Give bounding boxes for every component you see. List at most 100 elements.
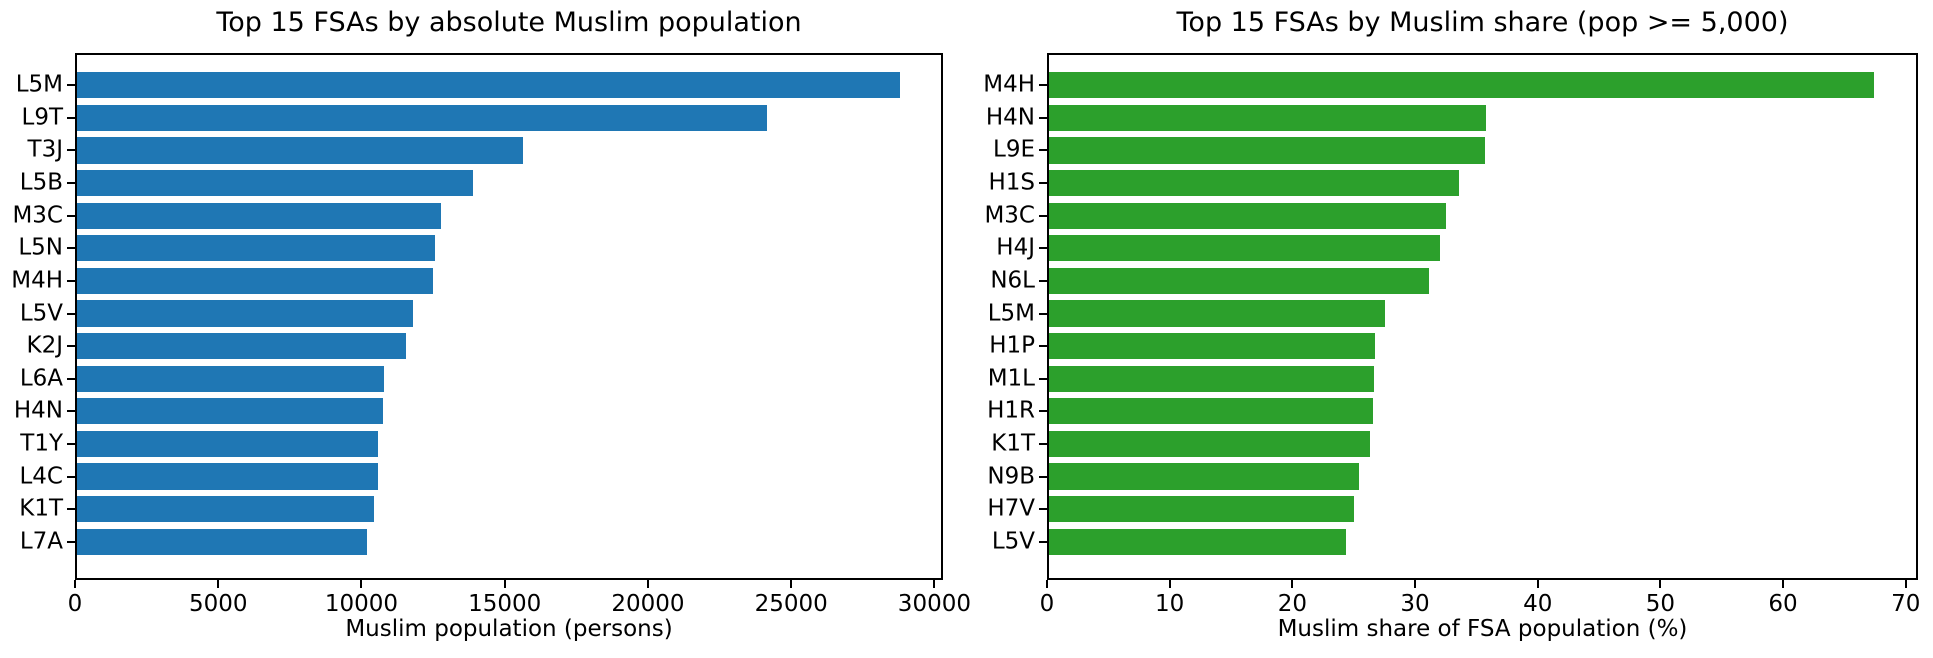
muslim-share-chart: Top 15 FSAs by Muslim share (pop >= 5,00… bbox=[966, 0, 1933, 658]
y-tick-mark bbox=[1039, 84, 1047, 87]
y-tick-label: T1Y bbox=[20, 430, 63, 457]
x-tick-mark bbox=[503, 580, 506, 588]
absolute-population-chart: Top 15 FSAs by absolute Muslim populatio… bbox=[0, 0, 971, 658]
x-tick-mark bbox=[1782, 580, 1785, 588]
x-axis-layer: 0 5000 10000 15000 20000 25000 30000 bbox=[68, 580, 971, 640]
y-tick-mark bbox=[67, 508, 75, 511]
y-tick-label: N9B bbox=[987, 463, 1035, 489]
y-tick-label: L7A bbox=[19, 528, 63, 555]
y-tick-label: L5N bbox=[18, 234, 63, 261]
x-tick-label: 25000 bbox=[754, 591, 828, 617]
x-tick-mark bbox=[790, 580, 793, 588]
bar bbox=[77, 333, 407, 360]
y-tick-mark bbox=[1039, 508, 1047, 511]
x-tick-mark bbox=[217, 580, 220, 588]
bar bbox=[1049, 365, 1374, 392]
x-tick-mark bbox=[1904, 580, 1907, 588]
y-tick-mark bbox=[67, 475, 75, 478]
x-tick-label: 10 bbox=[1155, 591, 1185, 617]
y-tick-mark bbox=[67, 279, 75, 282]
y-tick-mark bbox=[1039, 475, 1047, 478]
x-tick-mark bbox=[1291, 580, 1294, 588]
y-tick-label: L9T bbox=[21, 104, 64, 131]
y-tick-mark bbox=[67, 540, 75, 543]
bar bbox=[77, 463, 378, 490]
bar bbox=[77, 72, 900, 99]
y-tick-mark bbox=[67, 345, 75, 348]
y-tick-mark bbox=[67, 149, 75, 152]
bar bbox=[1049, 170, 1460, 197]
bar bbox=[77, 104, 768, 131]
plot-area: M4H H4N L9E H1S M3C H4J N6L L5M H1P M1L H1R K1T N9B H… bbox=[983, 53, 1918, 580]
y-tick-mark bbox=[1039, 312, 1047, 315]
y-tick-mark bbox=[1039, 247, 1047, 250]
y-tick-mark bbox=[67, 116, 75, 119]
bar bbox=[77, 430, 379, 457]
x-tick-mark bbox=[1168, 580, 1171, 588]
x-tick-mark bbox=[1414, 580, 1417, 588]
bars-layer bbox=[77, 69, 941, 558]
y-tick-label: M1L bbox=[987, 365, 1035, 392]
y-tick-mark bbox=[1039, 377, 1047, 380]
x-tick-label: 10000 bbox=[324, 591, 399, 617]
y-axis-layer: L5M L9T T3J L5B M3C L5N M4H L5V K2J L6A H4N T1Y L4C K… bbox=[11, 69, 941, 558]
y-tick-label: L9E bbox=[993, 136, 1035, 163]
bar bbox=[77, 170, 474, 197]
y-tick-label: T3J bbox=[27, 136, 63, 163]
x-axis-label: Muslim share of FSA population (%) bbox=[1277, 616, 1688, 642]
y-axis-layer: M4H H4N L9E H1S M3C H4J N6L L5M H1P M1L H1R K1T N9B H… bbox=[983, 69, 1916, 558]
x-axis-label: Muslim population (persons) bbox=[345, 616, 673, 642]
y-tick-mark bbox=[1039, 442, 1047, 445]
bar bbox=[1049, 496, 1355, 523]
y-tick-label: L5M bbox=[15, 71, 63, 98]
plot-area: L5M L9T T3J L5B M3C L5N M4H L5V K2J L6A H4N T1Y L4C K… bbox=[11, 53, 943, 580]
y-tick-label: H4J bbox=[996, 234, 1035, 261]
y-tick-mark bbox=[1039, 116, 1047, 119]
bar bbox=[1049, 202, 1446, 229]
chart-title: Top 15 FSAs by Muslim share (pop >= 5,00… bbox=[1176, 7, 1789, 38]
x-tick-label: 70 bbox=[1891, 591, 1921, 617]
y-tick-label: K2J bbox=[26, 332, 64, 359]
x-tick-label: 50 bbox=[1645, 591, 1676, 617]
bar bbox=[77, 300, 414, 327]
y-tick-label: M3C bbox=[12, 202, 63, 229]
y-tick-mark bbox=[1039, 279, 1047, 282]
x-tick-mark bbox=[1046, 580, 1048, 588]
y-tick-mark bbox=[1039, 182, 1047, 185]
bar bbox=[77, 202, 441, 229]
x-tick-label: 30000 bbox=[897, 591, 971, 617]
bar bbox=[1049, 235, 1440, 262]
y-tick-label: L5V bbox=[991, 528, 1035, 555]
bar bbox=[1049, 463, 1360, 490]
chart-title: Top 15 FSAs by absolute Muslim populatio… bbox=[216, 7, 802, 38]
x-tick-mark bbox=[360, 580, 363, 588]
y-tick-label: K1T bbox=[991, 430, 1035, 457]
bar bbox=[1049, 72, 1875, 99]
x-tick-label: 0 bbox=[67, 591, 83, 617]
y-tick-mark bbox=[67, 247, 75, 250]
y-tick-label: L5B bbox=[19, 169, 63, 196]
x-tick-label: 20000 bbox=[611, 591, 685, 617]
y-tick-label: H4N bbox=[985, 104, 1035, 131]
y-tick-mark bbox=[67, 410, 75, 413]
y-tick-label: M4H bbox=[11, 267, 63, 294]
bar bbox=[1049, 333, 1376, 360]
y-tick-mark bbox=[1039, 410, 1047, 413]
x-tick-mark bbox=[933, 580, 936, 588]
x-tick-mark bbox=[646, 580, 649, 588]
y-tick-label: H1R bbox=[987, 397, 1035, 424]
y-tick-mark bbox=[67, 377, 75, 380]
y-tick-mark bbox=[67, 214, 75, 217]
y-tick-label: M4H bbox=[983, 71, 1035, 98]
y-tick-mark bbox=[1039, 214, 1047, 217]
y-tick-label: K1T bbox=[19, 495, 63, 522]
y-tick-label: N6L bbox=[990, 267, 1035, 294]
bar bbox=[77, 267, 433, 294]
x-tick-mark bbox=[1536, 580, 1539, 588]
x-tick-label: 30 bbox=[1400, 591, 1430, 617]
bar bbox=[1049, 430, 1371, 457]
y-tick-label: H1P bbox=[989, 332, 1035, 359]
y-tick-label: M3C bbox=[984, 202, 1035, 229]
bar bbox=[1049, 528, 1346, 555]
y-tick-mark bbox=[67, 182, 75, 185]
